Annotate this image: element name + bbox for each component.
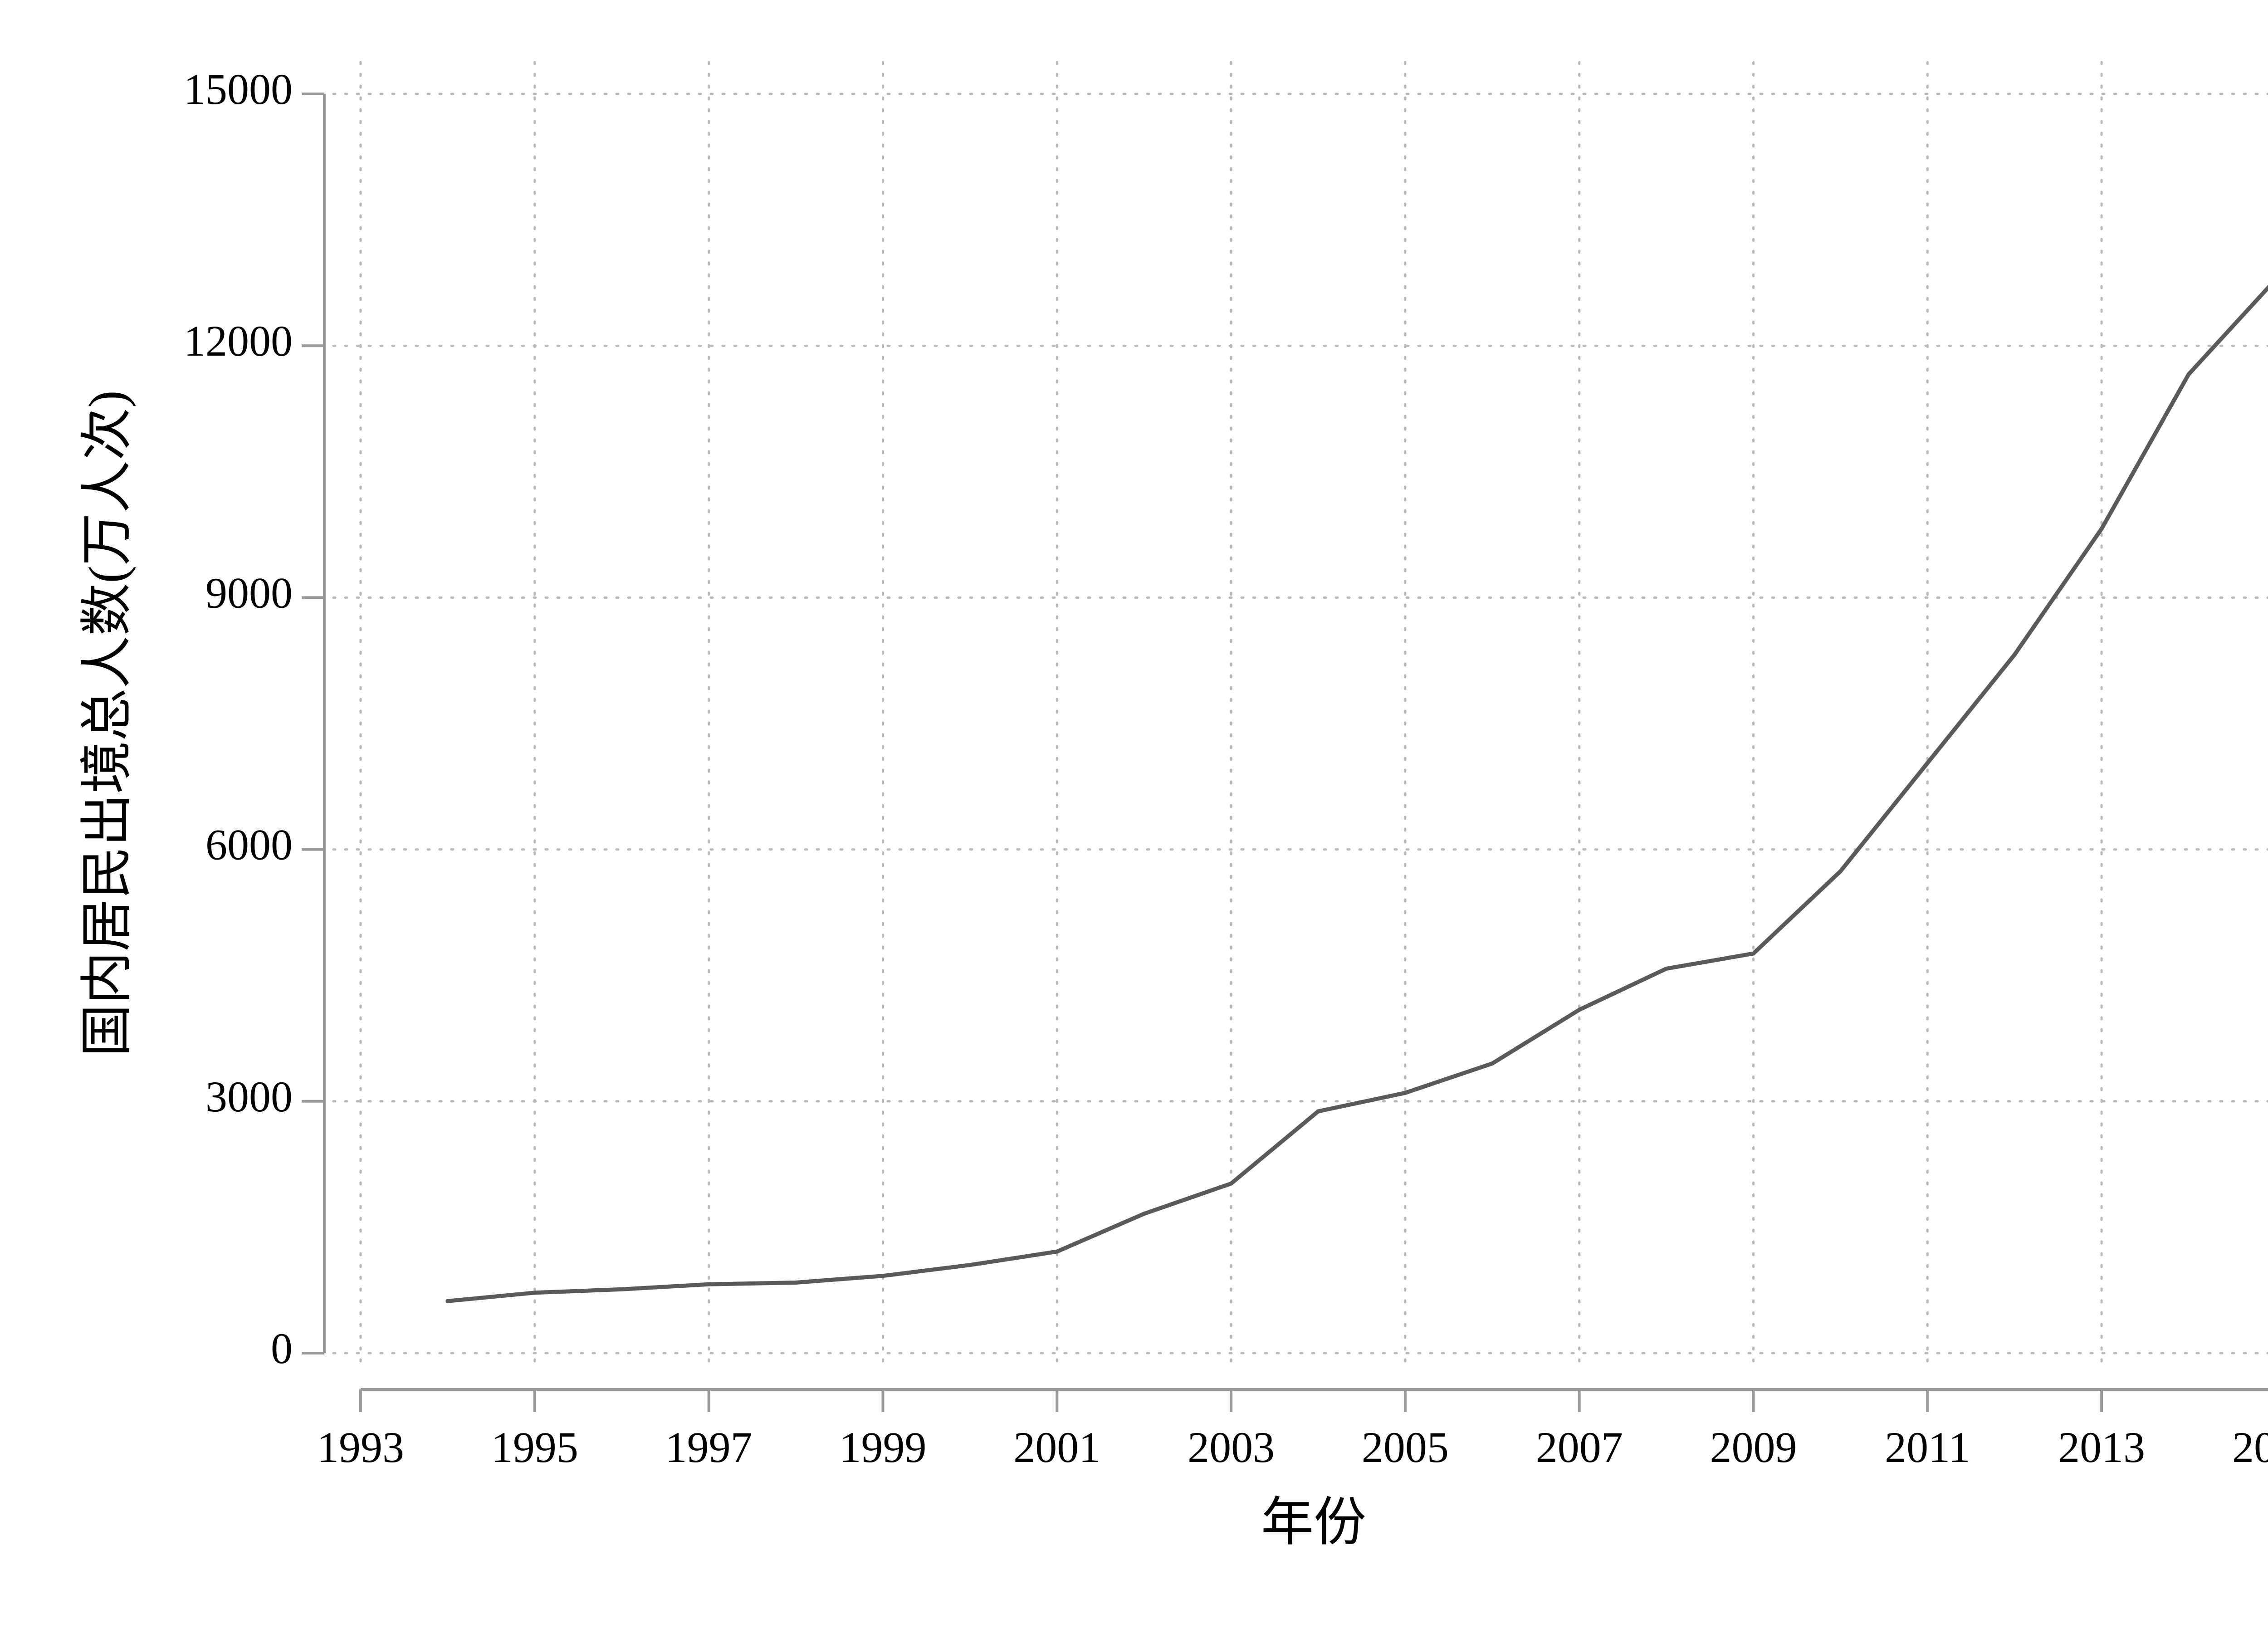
data-series	[445, 284, 2268, 1303]
series-line	[445, 284, 2268, 1303]
axes	[323, 94, 2268, 1391]
tick-marks	[302, 93, 2103, 1412]
x-tick-label: 1999	[839, 1423, 926, 1472]
y-tick-label: 12000	[184, 317, 293, 365]
x-tick-label: 1995	[491, 1423, 578, 1472]
data-point	[1751, 951, 1756, 956]
data-point	[1229, 1181, 1233, 1186]
data-point	[620, 1287, 624, 1291]
x-tick-label: 1997	[665, 1423, 753, 1472]
data-point	[880, 1274, 885, 1278]
data-point	[1838, 869, 1843, 874]
tick-labels: 0 3000 6000 9000 12000 15000 1993 1995 1997 1999 2…	[184, 65, 2268, 1472]
data-point	[2186, 372, 2191, 376]
data-point	[1142, 1212, 1146, 1216]
x-tick-label: 2013	[2058, 1423, 2145, 1472]
y-tick-label: 15000	[184, 65, 293, 113]
data-point	[1925, 761, 1930, 765]
x-tick-label: 1993	[317, 1423, 404, 1472]
x-tick-label: 2003	[1188, 1423, 1275, 1472]
y-axis-title: 国内居民出境总人数(万人次)	[78, 390, 137, 1056]
x-tick-label: 2007	[1536, 1423, 1623, 1472]
data-point	[1664, 966, 1669, 971]
data-point	[2099, 527, 2104, 531]
data-point	[707, 1282, 711, 1286]
y-tick-label: 0	[271, 1324, 293, 1373]
x-tick-label: 2015	[2232, 1423, 2268, 1472]
y-tick-label: 9000	[205, 568, 293, 617]
data-point	[1490, 1061, 1495, 1066]
gridlines	[332, 61, 2268, 1364]
y-tick-label: 6000	[205, 821, 293, 869]
data-point	[445, 1299, 450, 1303]
data-point	[968, 1263, 972, 1267]
y-tick-label: 3000	[205, 1072, 293, 1121]
x-tick-label: 2001	[1013, 1423, 1100, 1472]
data-point	[1577, 1007, 1582, 1012]
data-point	[1055, 1249, 1059, 1254]
x-axis-title: 年份	[1261, 1494, 1366, 1552]
x-tick-label: 2005	[1362, 1423, 1449, 1472]
x-tick-label: 2011	[1885, 1423, 1970, 1472]
data-point	[1403, 1090, 1408, 1095]
data-point	[533, 1291, 537, 1295]
data-point	[794, 1281, 798, 1285]
x-tick-label: 2009	[1710, 1423, 1797, 1472]
data-point	[1316, 1109, 1320, 1114]
data-point	[2012, 652, 2017, 657]
